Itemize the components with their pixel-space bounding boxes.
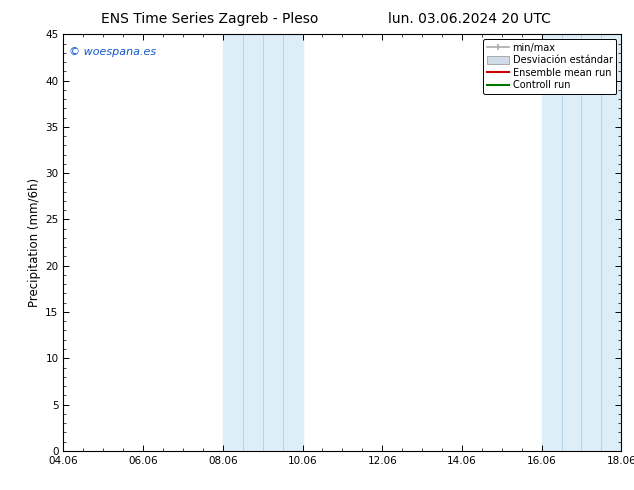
Legend: min/max, Desviación estándar, Ensemble mean run, Controll run: min/max, Desviación estándar, Ensemble m… [483,39,616,94]
Text: © woespana.es: © woespana.es [69,47,156,57]
Bar [223,34,302,451]
Text: ENS Time Series Zagreb - Pleso: ENS Time Series Zagreb - Pleso [101,12,318,26]
Text: lun. 03.06.2024 20 UTC: lun. 03.06.2024 20 UTC [388,12,550,26]
Bar [541,34,621,451]
Y-axis label: Precipitation (mm/6h): Precipitation (mm/6h) [28,178,41,307]
